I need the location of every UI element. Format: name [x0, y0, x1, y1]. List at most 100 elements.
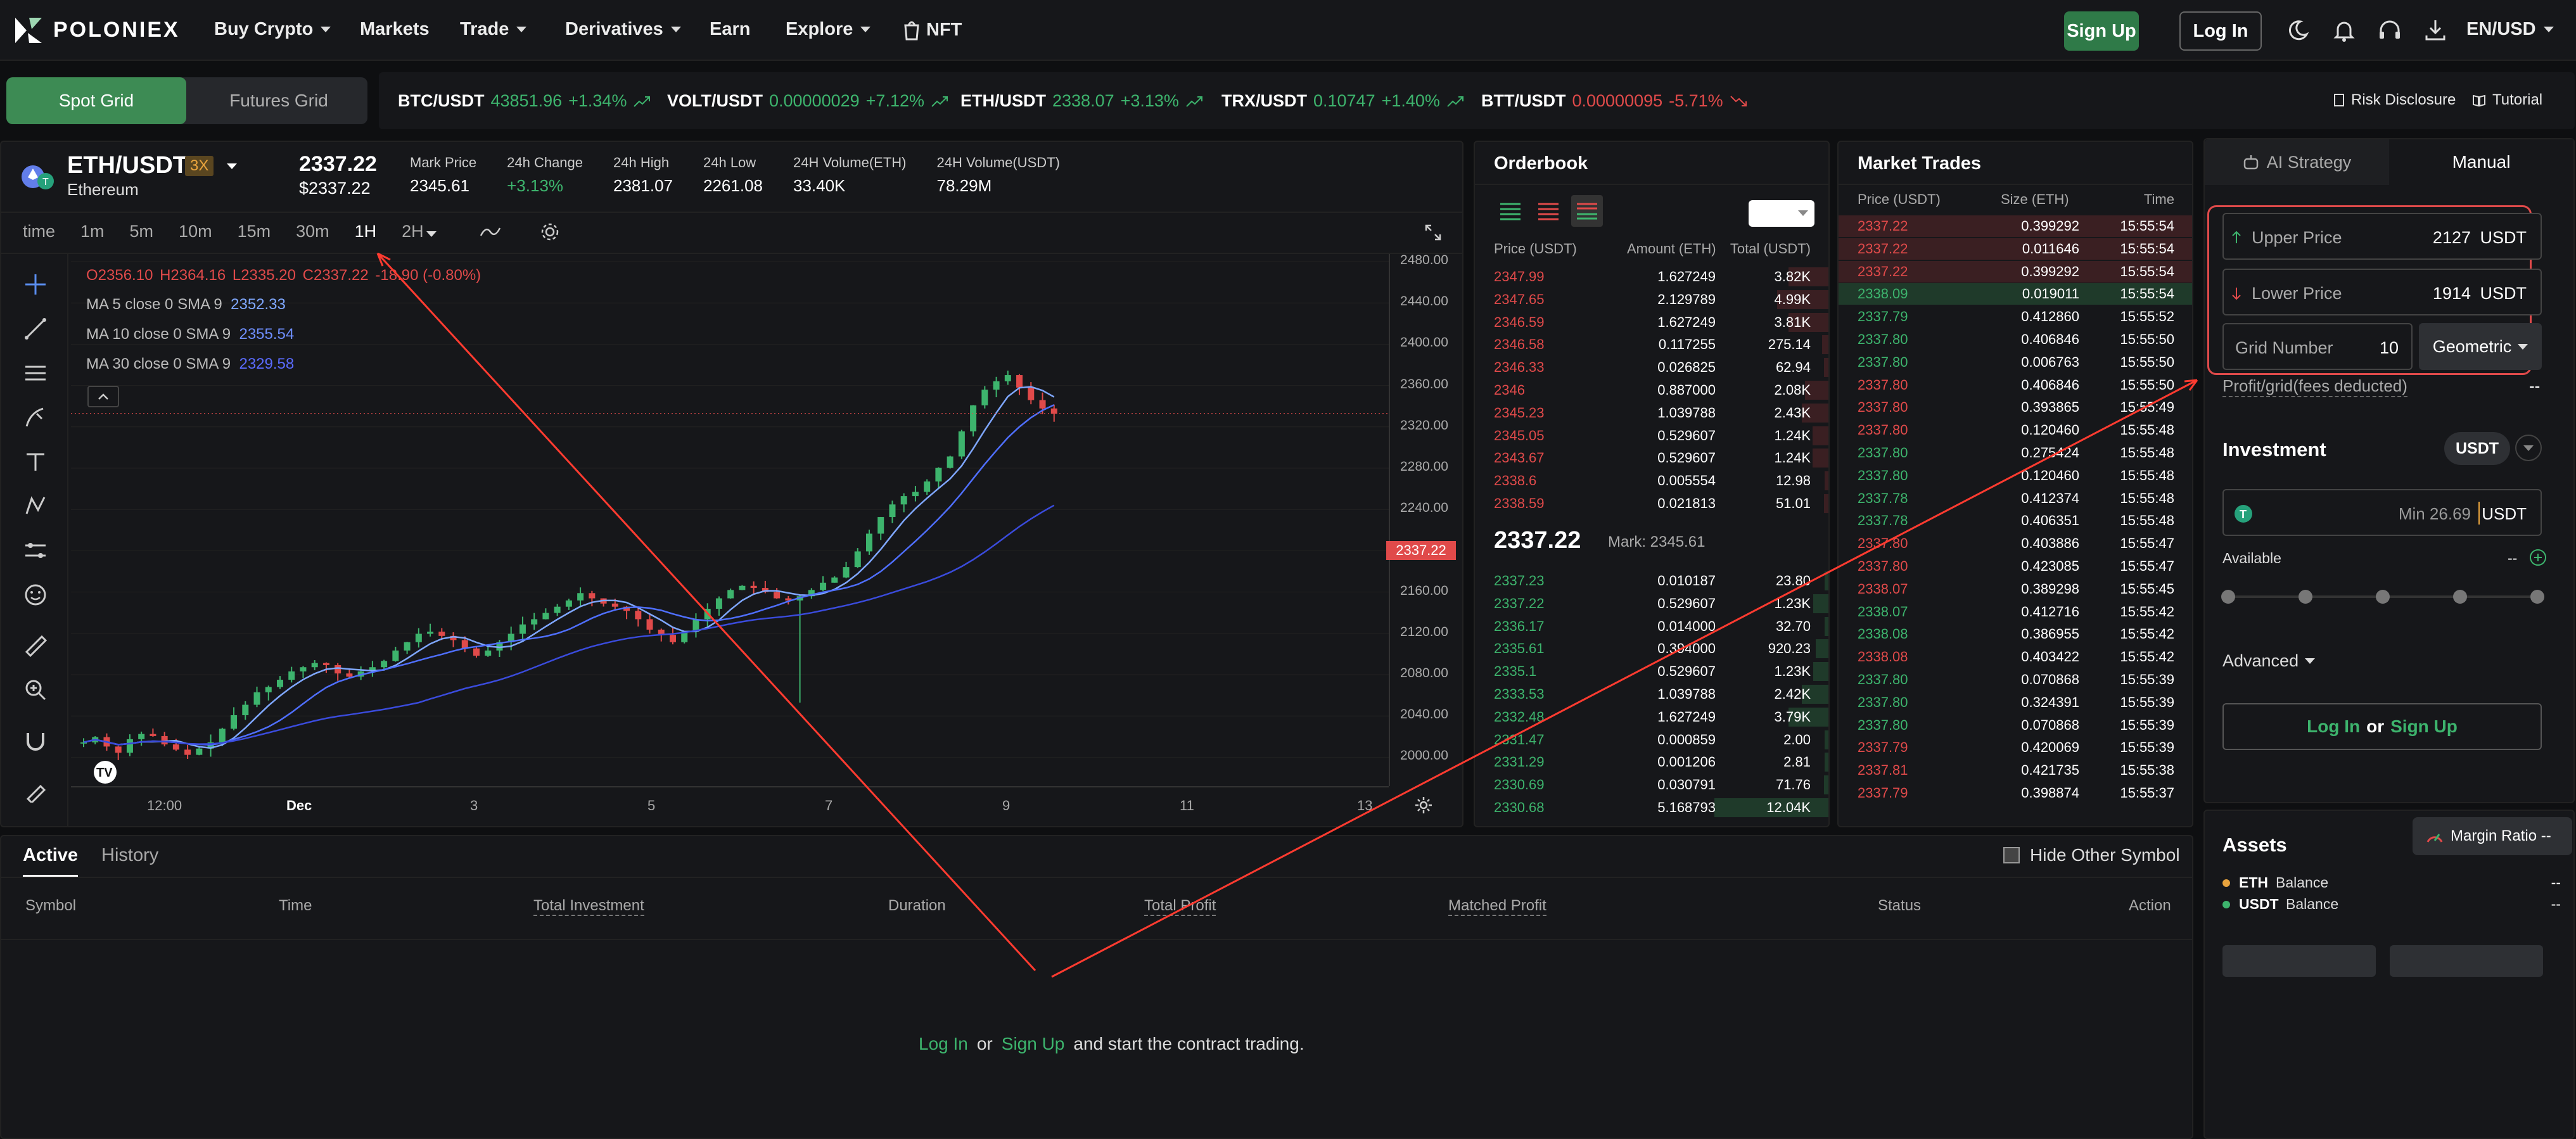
risk-disclosure-link[interactable]: Risk Disclosure — [2333, 91, 2456, 109]
investment-amount-input[interactable]: T Min 26.69 USDT — [2222, 489, 2542, 536]
signup-button[interactable]: Sign Up — [2064, 11, 2139, 51]
tab-active[interactable]: Active — [23, 845, 79, 877]
pattern-icon[interactable] — [24, 495, 47, 518]
bid-row[interactable]: 2331.47 0.000859 2.00 — [1475, 729, 1828, 751]
add-funds-icon[interactable] — [2529, 549, 2547, 566]
tutorial-link[interactable]: Tutorial — [2472, 91, 2542, 109]
brush-icon[interactable] — [24, 406, 47, 429]
ask-row[interactable]: 2347.65 2.129789 4.99K — [1475, 289, 1828, 310]
emoji-icon[interactable] — [24, 583, 47, 606]
upper-price-input[interactable]: Upper Price 2127 USDT — [2222, 213, 2542, 260]
bid-row[interactable]: 2337.22 0.529607 1.23K — [1475, 593, 1828, 614]
lower-price-input[interactable]: Lower Price 1914 USDT — [2222, 269, 2542, 315]
deposit-button[interactable] — [2222, 945, 2376, 977]
crosshair-icon[interactable] — [24, 273, 47, 296]
order-signup-link[interactable]: Sign Up — [2390, 716, 2458, 736]
grid-mode-select[interactable]: Geometric — [2419, 323, 2542, 370]
text-tool-icon[interactable] — [24, 450, 47, 473]
support-headset-icon[interactable] — [2376, 16, 2404, 44]
price-chart[interactable]: O2356.10 H2364.16 L2335.20 C2337.22 -18.… — [71, 254, 1389, 786]
ticker-item[interactable]: BTT/USDT 0.00000095 -5.71% — [1481, 91, 1747, 111]
ask-row[interactable]: 2347.99 1.627249 3.82K — [1475, 266, 1828, 288]
order-login-link[interactable]: Log In — [2307, 716, 2361, 736]
bid-row[interactable]: 2333.53 1.039788 2.42K — [1475, 684, 1828, 705]
orderbook-both-view-button[interactable] — [1571, 195, 1603, 227]
download-icon[interactable] — [2421, 16, 2449, 44]
bid-row[interactable]: 2335.61 0.394000 920.23 — [1475, 638, 1828, 659]
ruler-icon[interactable] — [24, 634, 47, 657]
interval-1m[interactable]: 1m — [80, 222, 105, 241]
tab-ai-strategy[interactable]: AI Strategy — [2205, 139, 2389, 185]
settings-gear-icon[interactable] — [540, 222, 560, 242]
interval-2h[interactable]: 2H — [402, 222, 437, 241]
hide-other-symbol-toggle[interactable]: Hide Other Symbol — [2003, 845, 2180, 865]
advanced-toggle[interactable]: Advanced — [2222, 651, 2316, 671]
empty-signup-link[interactable]: Sign Up — [1001, 1034, 1065, 1053]
ask-row[interactable]: 2338.59 0.021813 51.01 — [1475, 493, 1828, 514]
zoom-in-icon[interactable] — [24, 678, 47, 701]
interval-5m[interactable]: 5m — [129, 222, 154, 241]
fullscreen-icon[interactable] — [1424, 223, 1443, 242]
nav-nft[interactable]: NFT — [902, 19, 962, 41]
empty-login-link[interactable]: Log In — [919, 1034, 968, 1053]
ask-row[interactable]: 2346 0.887000 2.08K — [1475, 379, 1828, 401]
interval-30m[interactable]: 30m — [296, 222, 329, 241]
tab-spot-grid[interactable]: Spot Grid — [6, 77, 186, 124]
ask-row[interactable]: 2346.59 1.627249 3.81K — [1475, 312, 1828, 333]
bid-row[interactable]: 2330.69 0.030791 71.76 — [1475, 774, 1828, 796]
chart-settings-icon[interactable] — [1414, 796, 1433, 815]
dark-mode-icon[interactable] — [2284, 16, 2312, 44]
nav-buy-crypto[interactable]: Buy Crypto — [214, 19, 331, 40]
nav-markets[interactable]: Markets — [360, 19, 430, 40]
magnet-icon[interactable] — [24, 729, 47, 752]
precision-select[interactable] — [1749, 200, 1814, 227]
trend-line-icon[interactable] — [24, 317, 47, 340]
nav-explore[interactable]: Explore — [786, 19, 871, 40]
bid-row[interactable]: 2337.23 0.010187 23.80 — [1475, 570, 1828, 592]
nav-earn[interactable]: Earn — [710, 19, 750, 40]
checkbox-icon[interactable] — [2003, 847, 2020, 863]
investment-currency[interactable]: USDT — [2444, 432, 2510, 465]
slider-stop-0[interactable] — [2221, 590, 2235, 604]
collapse-legend-button[interactable] — [87, 386, 119, 407]
bid-row[interactable]: 2330.68 5.168793 12.04K — [1475, 797, 1828, 818]
ticker-item[interactable]: ETH/USDT 2338.07 +3.13% — [960, 91, 1203, 111]
nav-trade[interactable]: Trade — [460, 19, 527, 40]
bid-row[interactable]: 2331.29 0.001206 2.81 — [1475, 751, 1828, 773]
slider-stop-100[interactable] — [2530, 590, 2544, 604]
nav-derivatives[interactable]: Derivatives — [565, 19, 681, 40]
ask-row[interactable]: 2346.58 0.117255 275.14 — [1475, 334, 1828, 355]
logo[interactable]: POLONIEX — [13, 14, 180, 46]
horizontal-lines-icon[interactable] — [24, 362, 47, 385]
tab-manual[interactable]: Manual — [2389, 139, 2573, 185]
interval-time[interactable]: time — [23, 222, 56, 241]
pencil-lock-icon[interactable] — [24, 780, 47, 803]
grid-number-input[interactable]: Grid Number 10 — [2222, 323, 2413, 370]
ticker-item[interactable]: TRX/USDT 0.10747 +1.40% — [1221, 91, 1464, 111]
prediction-icon[interactable] — [24, 539, 47, 562]
orderbook-asks-view-icon[interactable] — [1536, 198, 1561, 223]
currency-dropdown-button[interactable] — [2515, 435, 2542, 461]
bid-row[interactable]: 2332.48 1.627249 3.79K — [1475, 706, 1828, 728]
bid-row[interactable]: 2335.1 0.529607 1.23K — [1475, 661, 1828, 682]
language-currency-selector[interactable]: EN/USD — [2466, 19, 2554, 40]
tab-futures-grid[interactable]: Futures Grid — [229, 91, 328, 110]
slider-stop-50[interactable] — [2376, 590, 2390, 604]
ticker-item[interactable]: VOLT/USDT 0.00000029 +7.12% — [667, 91, 948, 111]
slider-stop-75[interactable] — [2453, 590, 2467, 604]
ticker-item[interactable]: BTC/USDT 43851.96 +1.34% — [398, 91, 651, 111]
tab-history[interactable]: History — [101, 845, 159, 865]
slider-stop-25[interactable] — [2299, 590, 2312, 604]
transfer-button[interactable] — [2390, 945, 2543, 977]
ask-row[interactable]: 2345.23 1.039788 2.43K — [1475, 402, 1828, 424]
interval-15m[interactable]: 15m — [237, 222, 271, 241]
notification-bell-icon[interactable] — [2330, 16, 2358, 44]
login-button[interactable]: Log In — [2179, 11, 2262, 51]
ask-row[interactable]: 2343.67 0.529607 1.24K — [1475, 447, 1828, 469]
ask-row[interactable]: 2338.6 0.005554 12.98 — [1475, 470, 1828, 492]
indicator-icon[interactable] — [480, 224, 501, 239]
interval-1h[interactable]: 1H — [354, 222, 377, 241]
ask-row[interactable]: 2346.33 0.026825 62.94 — [1475, 357, 1828, 378]
bid-row[interactable]: 2336.17 0.014000 32.70 — [1475, 616, 1828, 637]
ask-row[interactable]: 2345.05 0.529607 1.24K — [1475, 425, 1828, 447]
